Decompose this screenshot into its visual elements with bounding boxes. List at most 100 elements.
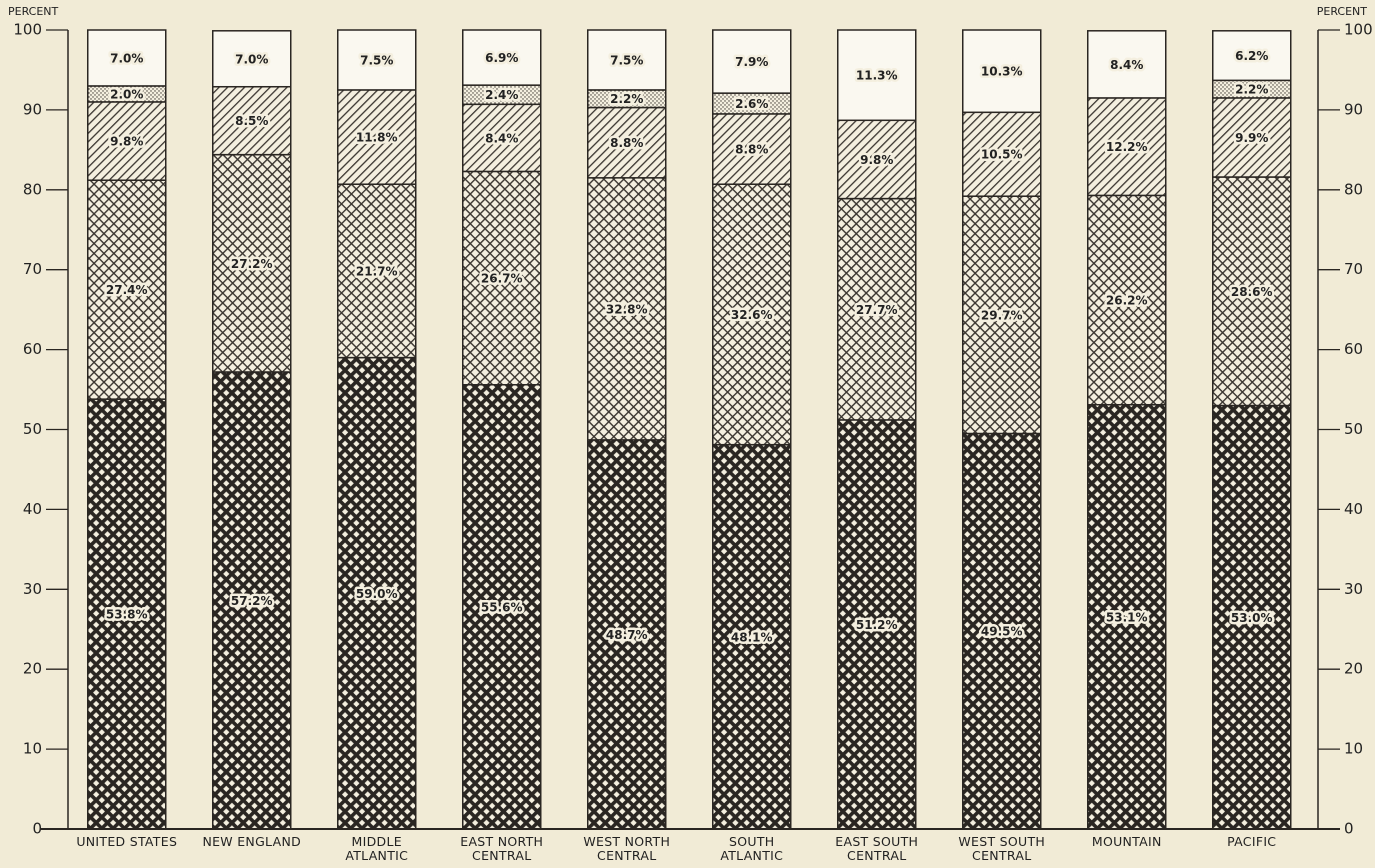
bar-segment [712, 29, 792, 94]
bar-segment [462, 29, 542, 86]
bar-segment [212, 371, 292, 830]
x-tick-label: SOUTH ATLANTIC [720, 834, 784, 863]
segment-label: 53.1% [1106, 610, 1148, 624]
segment-label: 49.5% [981, 625, 1023, 639]
segment-label: 8.4% [1110, 58, 1143, 72]
segment-label: 6.2% [1235, 49, 1268, 63]
x-tick-label: NEW ENGLAND [202, 834, 302, 849]
y-axis-label: PERCENT [8, 5, 59, 18]
segment-label: 2.0% [110, 87, 143, 101]
bar-segment [337, 29, 417, 91]
bar-segment [962, 29, 1042, 114]
segment-label: 26.7% [481, 272, 523, 286]
segment-label: 8.5% [235, 114, 268, 128]
segment-label: 26.2% [1106, 294, 1148, 308]
segment-label: 55.6% [481, 600, 523, 614]
segment-label: 53.0% [1231, 611, 1273, 625]
x-tick-label: EAST SOUTH CENTRAL [835, 834, 919, 863]
y-tick-label: 20 [23, 660, 42, 678]
bar-segment [587, 177, 667, 441]
x-tick-label: WEST NORTH CENTRAL [583, 834, 671, 863]
bar-segment [837, 119, 917, 200]
y-tick-label: 30 [23, 580, 42, 598]
y-tick-label: 50 [23, 420, 42, 438]
segment-label: 48.1% [731, 630, 773, 644]
segment-label: 7.5% [360, 53, 393, 67]
bar-segment [837, 419, 917, 830]
y2-tick-label: 80 [1344, 180, 1363, 198]
bar-segment [587, 106, 667, 179]
bar-segment [587, 439, 667, 830]
segment-label: 8.8% [735, 143, 768, 157]
segment-label: 28.6% [1231, 285, 1273, 299]
segment-label: 21.7% [356, 264, 398, 278]
x-tick-label: EAST NORTH CENTRAL [460, 834, 544, 863]
bar-segment [1087, 30, 1167, 99]
x-tick-label: MIDDLE ATLANTIC [345, 834, 409, 863]
segment-label: 59.0% [356, 587, 398, 601]
segment-label: 2.2% [610, 92, 643, 106]
segment-label: 7.9% [735, 55, 768, 69]
y-tick-label: 10 [23, 740, 42, 758]
bar-segment [1087, 403, 1167, 830]
x-tick-label: PACIFIC [1227, 834, 1277, 849]
segment-label: 2.4% [485, 88, 518, 102]
y-tick-label: 80 [23, 180, 42, 198]
y2-tick-label: 70 [1344, 260, 1363, 278]
y2-tick-label: 0 [1344, 820, 1354, 838]
segment-label: 32.6% [731, 308, 773, 322]
segment-label: 2.6% [735, 97, 768, 111]
segment-label: 7.5% [610, 53, 643, 67]
y2-tick-label: 50 [1344, 420, 1363, 438]
bar-segment [587, 29, 667, 91]
segment-label: 2.2% [1235, 83, 1268, 97]
bar-segment [1212, 404, 1292, 830]
segment-label: 8.8% [610, 136, 643, 150]
segment-label: 6.9% [485, 51, 518, 65]
y2-tick-label: 20 [1344, 660, 1363, 678]
y-tick-label: 70 [23, 260, 42, 278]
y2-tick-label: 30 [1344, 580, 1363, 598]
bar-segment [212, 85, 292, 156]
segment-label: 27.7% [856, 303, 898, 317]
segment-label: 27.4% [106, 283, 148, 297]
bar-segment [837, 29, 917, 122]
segment-label: 27.2% [231, 257, 273, 271]
segment-label: 53.8% [106, 608, 148, 622]
x-tick-label: MOUNTAIN [1091, 834, 1162, 849]
bar-segment [87, 398, 167, 830]
bar-segment [87, 179, 167, 400]
y2-tick-label: 60 [1344, 340, 1363, 358]
segment-label: 51.2% [856, 618, 898, 632]
segment-label: 11.8% [356, 131, 398, 145]
segment-label: 8.4% [485, 131, 518, 145]
y-tick-label: 0 [32, 820, 42, 838]
segment-label: 12.2% [1106, 140, 1148, 154]
segment-label: 9.8% [110, 135, 143, 149]
bar-segment [1212, 176, 1292, 407]
bar-segment [337, 356, 417, 830]
bar-segment [87, 101, 167, 181]
bar-segment [87, 29, 167, 87]
segment-label: 7.0% [110, 51, 143, 65]
segment-label: 9.9% [1235, 131, 1268, 145]
segment-label: 48.7% [606, 628, 648, 642]
y-tick-label: 60 [23, 340, 42, 358]
y-tick-label: 40 [23, 500, 42, 518]
y2-tick-label: 10 [1344, 740, 1363, 758]
y2-tick-label: 100 [1344, 21, 1373, 39]
bar-segment [212, 30, 292, 88]
bar-segment [712, 183, 792, 446]
bar-segment [212, 153, 292, 373]
bar-segment [1087, 194, 1167, 406]
x-tick-label: UNITED STATES [76, 834, 178, 849]
segment-label: 10.3% [981, 65, 1023, 79]
segment-label: 9.8% [860, 153, 893, 167]
segment-label: 10.5% [981, 148, 1023, 162]
segment-label: 29.7% [981, 308, 1023, 322]
y2-axis-label: PERCENT [1317, 5, 1368, 18]
y2-tick-label: 90 [1344, 100, 1363, 118]
segment-label: 7.0% [235, 52, 268, 66]
